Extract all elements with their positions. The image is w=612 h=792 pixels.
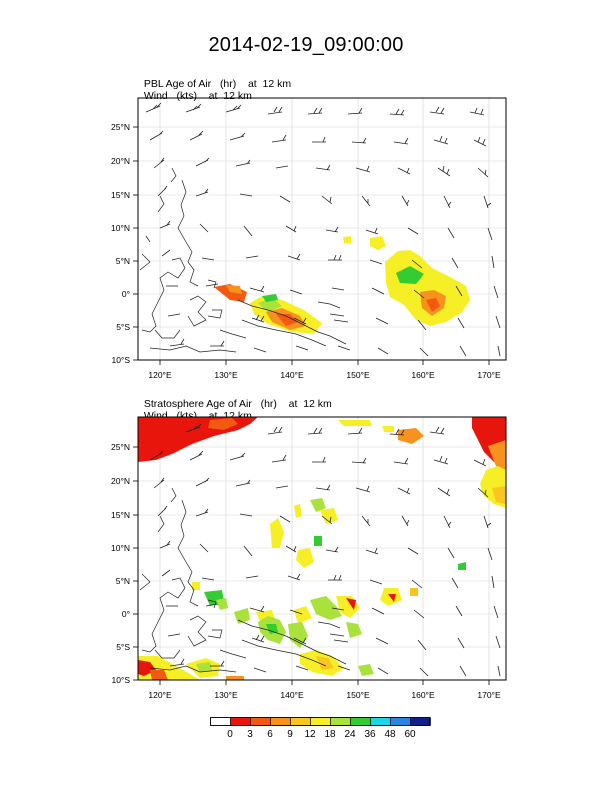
top-wind-barbs [145,102,501,357]
bottom-lat-label: 5°N [116,576,130,586]
bottom-lat-label: 10°N [111,543,130,553]
colorbar-swatch [210,717,231,726]
bottom-lat-label: 0° [122,609,130,619]
top-wind-label: Wind [143,90,168,102]
bottom-field-level: at 12 km [288,398,332,410]
bottom-lat-label: 10°S [111,675,130,685]
top-panel-subtitle-1: PBL Age of Air (hr) at 12 km [138,66,291,90]
colorbar [210,717,431,726]
colorbar-label: 18 [324,729,336,740]
bottom-lon-label: 140°E [280,690,304,700]
bottom-field-units: (hr) [260,398,277,410]
bottom-lon-labels: 120°E 130°E 140°E 150°E 160°E 170°E [148,690,501,700]
colorbar-swatch [310,717,331,726]
bottom-lat-label: 20°N [111,476,130,486]
colorbar-swatch [290,717,311,726]
colorbar-label: 3 [247,729,253,740]
bottom-lat-label: 5°S [116,642,130,652]
bottom-coastlines [139,487,347,673]
colorbar-label: 24 [344,729,356,740]
top-field-level: at 12 km [247,78,292,90]
bottom-lon-label: 120°E [148,690,172,700]
top-gridlines [138,98,506,360]
bottom-lat-label: 15°N [111,510,130,520]
bottom-frame [137,416,507,681]
top-lat-label: 5°N [116,256,130,266]
top-lat-label: 5°S [116,322,130,332]
colorbar-label: 12 [304,729,316,740]
colorbar-label: 36 [364,729,376,740]
bottom-wind-barbs [149,423,501,677]
bottom-gridlines [138,417,506,680]
colorbar-label: 9 [287,729,293,740]
top-wind-level: at 12 km [208,90,252,102]
bottom-lon-label: 130°E [214,690,238,700]
bottom-stratosphere-shading [138,417,506,680]
colorbar-swatch [230,717,251,726]
top-lat-label: 0° [122,289,130,299]
top-lat-labels: 25°N 20°N 15°N 10°N 5°N 0° 5°S 10°S [111,122,130,365]
top-map-panel: 120°E 130°E 140°E 150°E 160°E 170°E 25°N… [111,97,507,380]
colorbar-swatch [270,717,291,726]
top-lon-labels: 120°E 130°E 140°E 150°E 160°E 170°E [148,370,501,380]
top-coastlines [139,167,347,353]
top-lat-label: 25°N [111,122,130,132]
bottom-panel-subtitle-1: Stratosphere Age of Air (hr) at 12 km [138,386,332,410]
bottom-map-panel: 120°E 130°E 140°E 150°E 160°E 170°E 25°N… [111,416,507,700]
top-lon-label: 140°E [280,370,304,380]
bottom-ticks [133,446,490,685]
colorbar-label: 0 [227,729,233,740]
top-lat-label: 20°N [111,156,130,166]
top-lon-label: 160°E [411,370,435,380]
colorbar-swatch [250,717,271,726]
colorbar-swatch [350,717,371,726]
colorbar-swatch [370,717,391,726]
top-lon-label: 150°E [346,370,370,380]
colorbar-swatch [390,717,411,726]
top-lat-label: 10°N [111,223,130,233]
colorbar-label: 48 [384,729,396,740]
top-field-units: (hr) [219,78,237,90]
bottom-lat-labels: 25°N 20°N 15°N 10°N 5°N 0° 5°S 10°S [111,442,130,685]
colorbar-label: 60 [404,729,416,740]
bottom-lon-label: 170°E [477,690,501,700]
top-lat-label: 15°N [111,190,130,200]
colorbar-label: 6 [267,729,273,740]
top-pbl-shading [214,236,470,334]
bottom-lon-label: 150°E [346,690,370,700]
top-panel-subtitle-2: Wind (kts) at 12 km [138,78,252,102]
top-lat-label: 10°S [111,355,130,365]
top-frame [137,97,507,361]
bottom-lat-label: 25°N [111,442,130,452]
top-lon-label: 130°E [214,370,238,380]
bottom-lon-label: 160°E [411,690,435,700]
bottom-field-label: Stratosphere Age of Air [143,398,252,410]
top-wind-units: (kts) [176,90,197,102]
top-lon-label: 170°E [477,370,501,380]
colorbar-swatch [330,717,351,726]
top-field-label: PBL Age of Air [143,78,212,90]
top-lon-label: 120°E [148,370,172,380]
top-ticks [133,126,490,365]
figure-title: 2014-02-19_09:00:00 [208,34,404,56]
colorbar-swatch [410,717,431,726]
